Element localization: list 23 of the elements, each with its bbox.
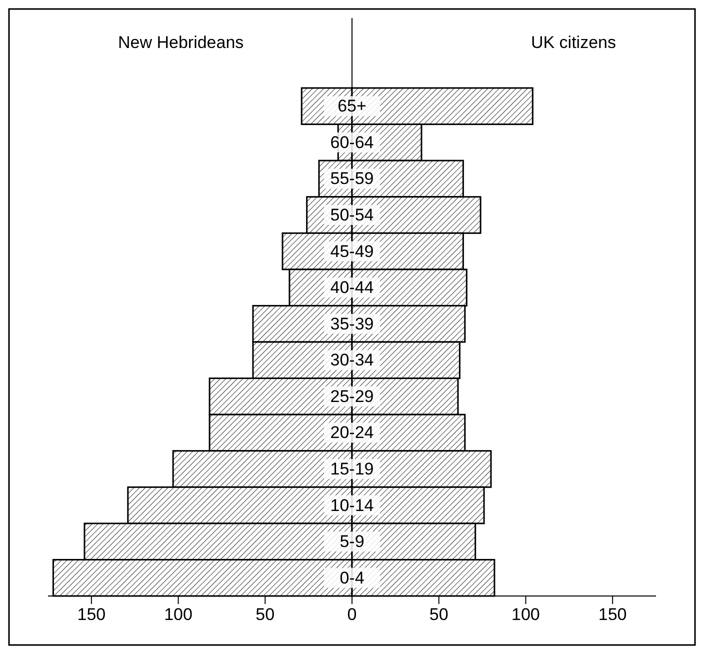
y-tick-label: 0-4	[340, 568, 364, 588]
y-tick-label: 30-34	[330, 350, 374, 370]
y-tick-label: 50-54	[330, 206, 374, 224]
y-tick-label: 55-59	[330, 169, 374, 188]
y-tick-label: 25-29	[330, 386, 374, 406]
y-tick-label: 10-14	[330, 496, 374, 515]
y-tick-label: 45-49	[330, 242, 374, 261]
x-tick-label: 150	[77, 605, 106, 624]
text: New Hebrideans	[118, 33, 244, 52]
x-tick-label: 50	[256, 605, 275, 624]
y-tick-label: 60-64	[330, 132, 374, 152]
y-tick-label: 5-9	[340, 532, 364, 552]
text: UK citizens	[530, 33, 616, 52]
y-tick-label: 35-39	[330, 314, 374, 334]
y-tick-label: 20-24	[330, 423, 374, 442]
x-tick-label: 0	[347, 605, 357, 624]
x-tick-label: 150	[598, 605, 627, 624]
y-tick-label: 40-44	[330, 278, 374, 298]
y-tick-label: 65+	[338, 96, 366, 116]
x-tick-label: 100	[164, 605, 192, 624]
y-tick-label: 15-19	[330, 460, 374, 478]
x-tick-label: 50	[429, 605, 448, 624]
x-tick-label: 100	[512, 605, 540, 624]
